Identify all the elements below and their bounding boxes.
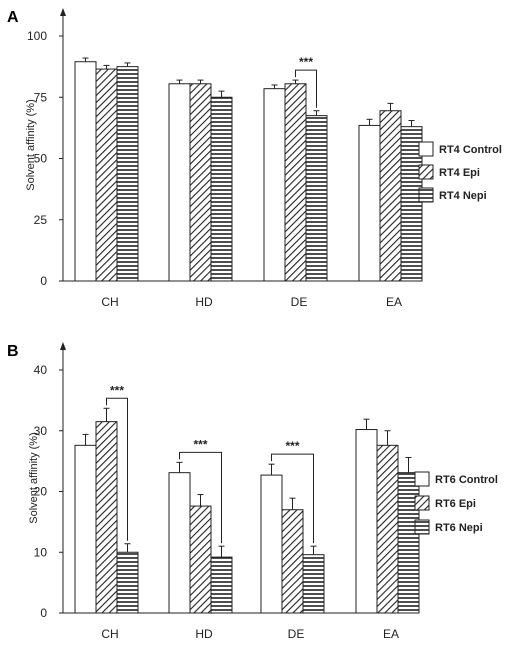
x-category-label: EA xyxy=(386,295,402,309)
x-category-label: DE xyxy=(291,295,308,309)
x-category-label: CH xyxy=(101,627,118,641)
y-tick-label: 100 xyxy=(27,29,47,43)
significance-label: *** xyxy=(110,383,124,397)
y-tick-label: 30 xyxy=(34,424,48,438)
y-tick-label: 0 xyxy=(40,606,47,620)
bar-horizontal xyxy=(397,472,420,614)
bar-open xyxy=(358,124,381,282)
legend-swatch-open xyxy=(414,471,430,487)
y-axis-label: Solvent affinity (%) xyxy=(25,99,37,191)
bar-open xyxy=(355,429,378,614)
bar-diagonal xyxy=(281,509,304,614)
x-category-label: HD xyxy=(195,627,213,641)
bar-horizontal xyxy=(305,115,328,282)
legend-swatch-diagonal xyxy=(418,164,434,180)
bar-horizontal xyxy=(302,554,325,614)
bar-diagonal xyxy=(95,421,118,614)
y-axis-arrow xyxy=(60,8,66,16)
y-tick-label: 10 xyxy=(34,545,48,559)
legend-label: RT4 Nepi xyxy=(439,190,487,202)
significance-bracket xyxy=(295,69,317,108)
legend-label: RT6 Epi xyxy=(435,498,476,510)
bar-horizontal xyxy=(116,66,139,282)
bar-diagonal xyxy=(95,68,118,282)
bar-horizontal xyxy=(116,551,139,614)
significance-label: *** xyxy=(193,437,207,451)
bar-diagonal xyxy=(376,444,399,614)
significance-label: *** xyxy=(285,439,299,453)
y-axis-label: Solvent affinity (%) xyxy=(28,432,40,524)
y-axis-arrow xyxy=(60,342,66,350)
y-tick-label: 50 xyxy=(34,152,48,166)
x-category-label: CH xyxy=(101,295,118,309)
legend-label: RT4 Epi xyxy=(439,167,480,179)
bar-horizontal xyxy=(210,556,233,614)
bar-open xyxy=(168,83,191,282)
significance-label: *** xyxy=(299,55,313,69)
y-tick-label: 40 xyxy=(34,363,48,377)
bar-open xyxy=(74,444,97,614)
bar-open xyxy=(74,61,97,282)
y-tick-label: 25 xyxy=(34,213,48,227)
panel-label: A xyxy=(7,9,19,26)
y-tick-label: 75 xyxy=(34,90,48,104)
bar-open xyxy=(260,474,283,614)
bar-open xyxy=(263,88,286,282)
y-tick-label: 20 xyxy=(34,485,48,499)
y-tick-label: 0 xyxy=(40,274,47,288)
legend-swatch-open xyxy=(418,141,434,157)
bar-diagonal xyxy=(189,505,212,614)
bar-diagonal xyxy=(379,110,402,282)
x-category-label: DE xyxy=(288,627,305,641)
x-category-label: EA xyxy=(383,627,399,641)
significance-bracket xyxy=(271,453,314,544)
bar-horizontal xyxy=(210,96,233,282)
significance-bracket xyxy=(106,397,128,541)
bar-diagonal xyxy=(189,83,212,282)
panel-label: B xyxy=(7,343,19,360)
legend-label: RT6 Nepi xyxy=(435,522,483,534)
legend-swatch-horizontal xyxy=(418,187,434,203)
legend-swatch-diagonal xyxy=(414,495,430,511)
bar-diagonal xyxy=(284,83,307,282)
x-category-label: HD xyxy=(195,295,213,309)
legend-swatch-horizontal xyxy=(414,519,430,535)
legend-label: RT6 Control xyxy=(435,474,498,486)
legend-label: RT4 Control xyxy=(439,144,502,156)
bar-open xyxy=(168,472,191,614)
significance-bracket xyxy=(179,451,222,544)
